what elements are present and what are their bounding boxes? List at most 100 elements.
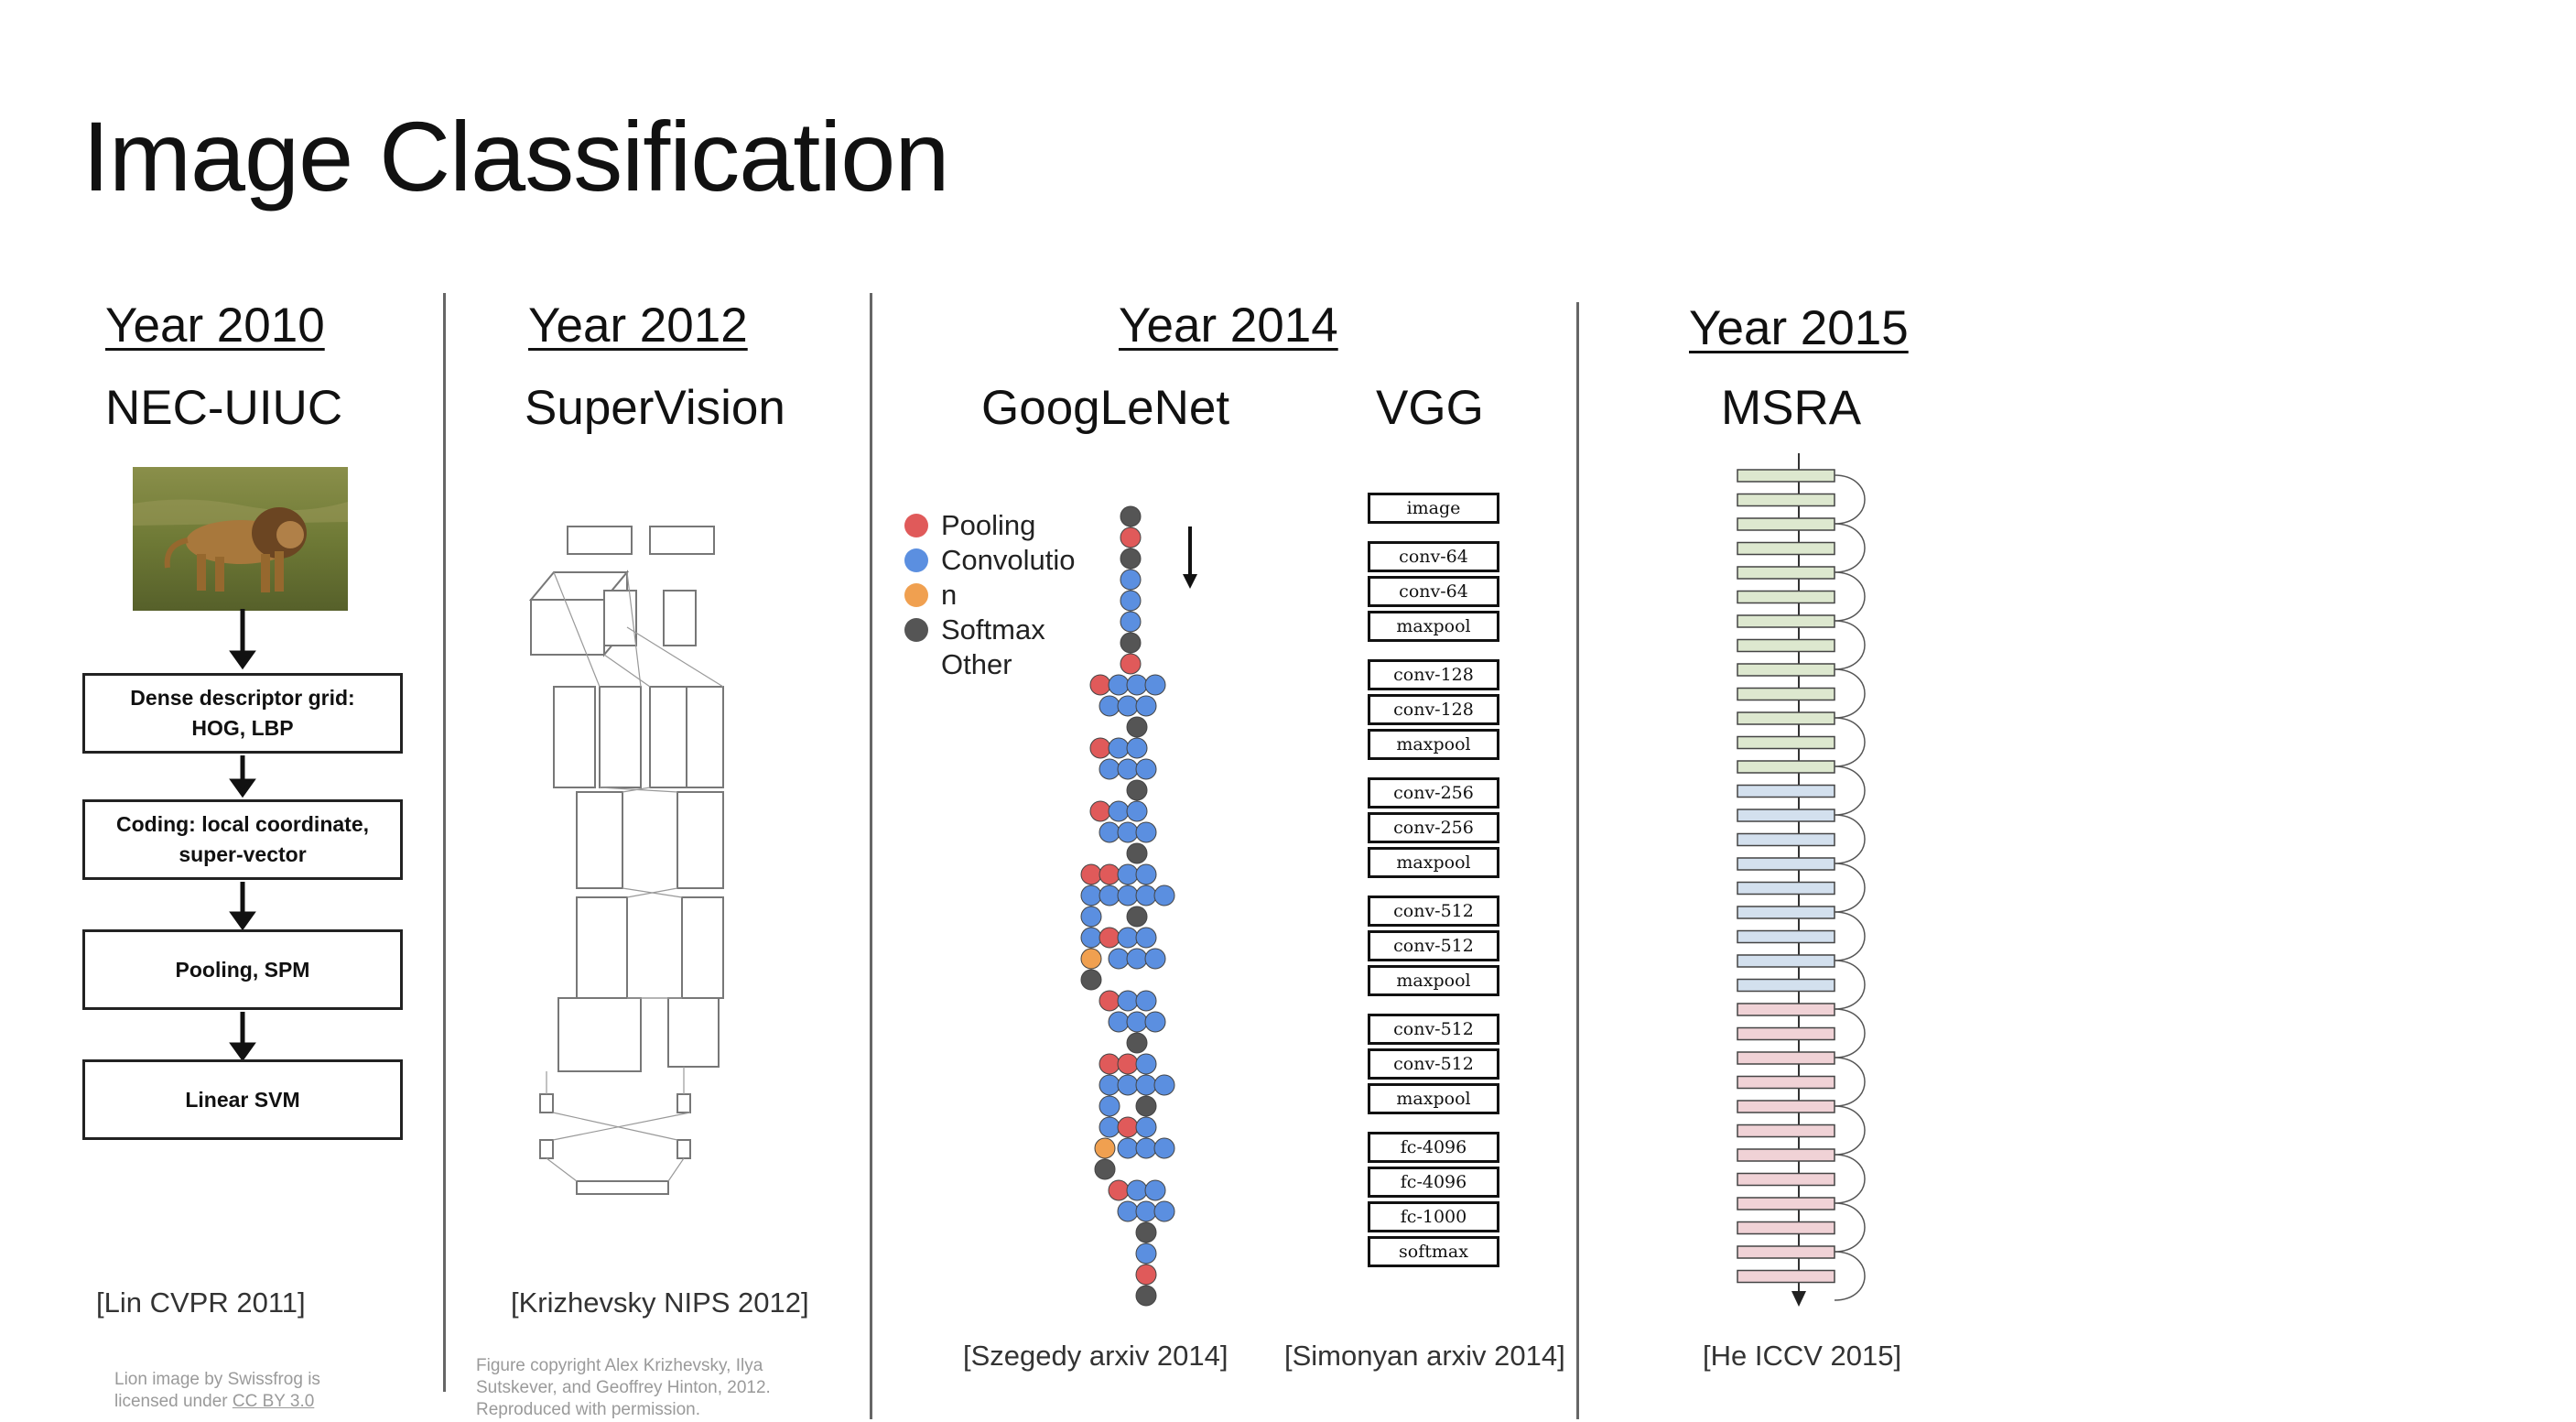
googlenet-label: GoogLeNet [981, 381, 1230, 435]
resnet-skip-connection [1834, 717, 1866, 767]
vgg-layer: fc-4096 [1368, 1167, 1499, 1198]
googlenet-node [1099, 1053, 1120, 1075]
googlenet-node [1099, 695, 1120, 717]
citation-simonyan: [Simonyan arxiv 2014] [1284, 1340, 1565, 1372]
resnet-layer [1737, 954, 1835, 968]
resnet-skip-connection [1834, 765, 1866, 816]
googlenet-node [1153, 1137, 1175, 1159]
resnet-layer [1737, 881, 1835, 896]
googlenet-node [1126, 1011, 1148, 1033]
googlenet-node [1120, 526, 1142, 548]
resnet-layer [1737, 541, 1835, 556]
legend-item: Softmax [904, 613, 1075, 647]
googlenet-node [1135, 885, 1157, 906]
googlenet-node [1120, 611, 1142, 633]
googlenet-node [1120, 569, 1142, 591]
cc-license-link[interactable]: CC BY 3.0 [232, 1392, 315, 1411]
googlenet-node [1135, 1285, 1157, 1307]
resnet-skip-connection [1834, 571, 1866, 622]
down-arrow-icon [1791, 1291, 1806, 1307]
googlenet-node [1120, 505, 1142, 527]
googlenet-node [1135, 1264, 1157, 1286]
googlenet-node [1120, 548, 1142, 570]
resnet-skip-connection [1834, 863, 1866, 913]
resnet-layer [1737, 469, 1835, 483]
googlenet-node [1117, 1116, 1139, 1138]
citation-krizhevsky: [Krizhevsky NIPS 2012] [511, 1286, 809, 1319]
pipeline-step-label: Dense descriptor grid: HOG, LBP [130, 686, 355, 740]
msra-label: MSRA [1721, 381, 1862, 435]
resnet-layer [1737, 517, 1835, 531]
resnet-layer [1737, 663, 1835, 677]
legend-item: n [904, 578, 1075, 613]
pipeline-step-label: Coding: local coordinate, super-vector [115, 812, 369, 866]
resnet-layer [1737, 832, 1835, 847]
resnet-skip-connection [1834, 911, 1866, 961]
nec-uiuc-label: NEC-UIUC [105, 381, 343, 435]
year-2015-heading: Year 2015 [1689, 301, 1909, 355]
resnet-skip-connection [1834, 1008, 1866, 1058]
resnet-layer [1737, 566, 1835, 580]
other-dot-icon [904, 653, 928, 677]
resnet-skip-connection [1834, 1154, 1866, 1204]
resnet-layer [1737, 1172, 1835, 1187]
resnet-layer [1737, 735, 1835, 750]
googlenet-node [1135, 1137, 1157, 1159]
googlenet-node [1117, 1200, 1139, 1222]
googlenet-node [1126, 1032, 1148, 1054]
vgg-layer: conv-128 [1368, 659, 1499, 690]
resnet-skip-connection [1834, 620, 1866, 670]
resnet-skip-connection [1834, 1202, 1866, 1253]
lion-credit-text: Lion image by Swissfrog is licensed unde… [114, 1370, 320, 1411]
resnet-layer [1737, 857, 1835, 871]
resnet-layer [1737, 1245, 1835, 1259]
resnet-layer [1737, 638, 1835, 653]
vgg-label: VGG [1376, 381, 1484, 435]
pooling-dot-icon [904, 514, 928, 537]
googlenet-node [1117, 927, 1139, 949]
resnet-layer [1737, 1075, 1835, 1090]
googlenet-node [1135, 1243, 1157, 1265]
googlenet-node [1099, 821, 1120, 843]
supervision-label: SuperVision [525, 381, 785, 435]
lion-image [133, 467, 348, 611]
vgg-layer: maxpool [1368, 847, 1499, 878]
pipeline-arrows [229, 609, 256, 1062]
googlenet-node [1153, 885, 1175, 906]
legend-item: Convolutio [904, 543, 1075, 578]
pipeline-step-svm: Linear SVM [82, 1059, 403, 1140]
googlenet-node [1099, 863, 1120, 885]
pipeline-step-coding: Coding: local coordinate, super-vector [82, 799, 403, 880]
resnet-layer [1737, 1148, 1835, 1162]
googlenet-node [1117, 1137, 1139, 1159]
googlenet-node [1099, 1116, 1120, 1138]
googlenet-node [1153, 1074, 1175, 1096]
alexnet-diagram [528, 526, 724, 1195]
resnet-layer [1737, 978, 1835, 993]
googlenet-node [1089, 800, 1111, 822]
googlenet-node [1099, 927, 1120, 949]
resnet-skip-connection [1834, 960, 1866, 1010]
resnet-layer [1737, 1003, 1835, 1016]
googlenet-node [1135, 990, 1157, 1012]
googlenet-node [1080, 969, 1102, 991]
resnet-layer [1737, 906, 1835, 919]
legend-label: Softmax [941, 613, 1045, 646]
resnet-layer [1737, 929, 1835, 944]
resnet-layer [1737, 1221, 1835, 1235]
googlenet-node [1108, 1179, 1130, 1201]
googlenet-node [1126, 737, 1148, 759]
googlenet-node [1135, 1200, 1157, 1222]
googlenet-node [1099, 885, 1120, 906]
pipeline-step-pooling: Pooling, SPM [82, 929, 403, 1010]
googlenet-node [1126, 1179, 1148, 1201]
googlenet-node [1126, 716, 1148, 738]
googlenet-node [1135, 758, 1157, 780]
googlenet-node [1117, 885, 1139, 906]
googlenet-node [1117, 863, 1139, 885]
vgg-layer: maxpool [1368, 1083, 1499, 1114]
vgg-layer: conv-512 [1368, 896, 1499, 927]
googlenet-node [1094, 1158, 1116, 1180]
googlenet-node [1108, 674, 1130, 696]
googlenet-node [1117, 990, 1139, 1012]
